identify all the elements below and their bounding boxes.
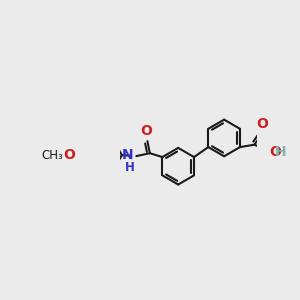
Text: O: O xyxy=(63,148,75,162)
Text: CH₃: CH₃ xyxy=(41,148,63,162)
Text: O: O xyxy=(269,145,281,159)
Text: O: O xyxy=(256,117,268,131)
Text: O: O xyxy=(140,124,152,138)
Text: H: H xyxy=(275,145,286,159)
Text: N: N xyxy=(122,148,134,162)
Text: H: H xyxy=(125,161,135,174)
